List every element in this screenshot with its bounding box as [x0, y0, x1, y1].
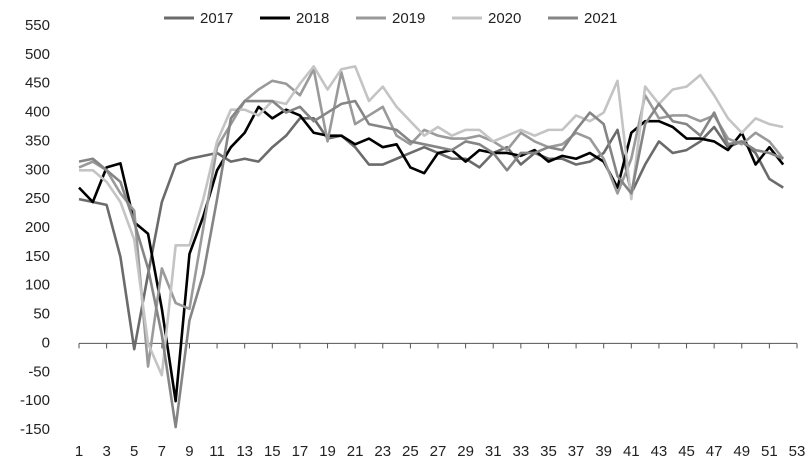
y-tick-label: 200 — [25, 219, 50, 236]
legend-label: 2018 — [296, 10, 329, 27]
x-tick-label: 39 — [595, 443, 612, 460]
y-tick-label: -100 — [20, 392, 50, 409]
x-tick-label: 29 — [457, 443, 474, 460]
x-tick-label: 15 — [264, 443, 281, 460]
x-tick-label: 49 — [733, 443, 750, 460]
y-tick-label: 400 — [25, 104, 50, 121]
x-tick-label: 41 — [623, 443, 640, 460]
y-tick-label: -150 — [20, 421, 50, 438]
x-tick-label: 27 — [430, 443, 447, 460]
x-tick-label: 17 — [292, 443, 309, 460]
y-tick-label: 350 — [25, 132, 50, 149]
x-tick-label: 1 — [75, 443, 83, 460]
x-tick-label: 43 — [651, 443, 668, 460]
y-tick-label: 250 — [25, 190, 50, 207]
x-tick-label: 19 — [319, 443, 336, 460]
y-tick-label: 0 — [42, 334, 50, 351]
x-tick-label: 3 — [102, 443, 110, 460]
x-tick-label: 11 — [209, 443, 225, 460]
y-tick-label: 150 — [25, 248, 50, 265]
x-tick-label: 53 — [789, 443, 806, 460]
x-tick-label: 7 — [158, 443, 166, 460]
series-line — [78, 99, 784, 429]
y-tick-label: 550 — [25, 17, 50, 34]
legend-label: 2017 — [200, 10, 233, 27]
legend-label: 2019 — [392, 10, 425, 27]
x-tick-label: 13 — [236, 443, 253, 460]
x-tick-label: 21 — [347, 443, 364, 460]
y-tick-label: 300 — [25, 161, 50, 178]
legend-label: 2020 — [488, 10, 521, 27]
x-tick-label: 9 — [185, 443, 193, 460]
y-tick-label: 450 — [25, 75, 50, 92]
y-tick-label: 100 — [25, 277, 50, 294]
x-tick-label: 35 — [540, 443, 557, 460]
y-tick-label: -50 — [28, 363, 50, 380]
x-tick-label: 37 — [568, 443, 585, 460]
x-tick-label: 25 — [402, 443, 419, 460]
x-tick-label: 45 — [678, 443, 695, 460]
y-tick-label: 500 — [25, 46, 50, 63]
x-tick-label: 51 — [761, 443, 778, 460]
x-tick-label: 31 — [485, 443, 502, 460]
x-tick-label: 47 — [706, 443, 723, 460]
x-tick-label: 5 — [130, 443, 138, 460]
series-line — [79, 65, 784, 377]
series-line — [78, 117, 784, 351]
series-line — [78, 105, 785, 403]
legend-label: 2021 — [584, 10, 617, 27]
series-line — [78, 67, 785, 368]
x-tick-label: 23 — [374, 443, 391, 460]
x-tick-label: 33 — [513, 443, 530, 460]
y-tick-label: 50 — [33, 306, 50, 323]
